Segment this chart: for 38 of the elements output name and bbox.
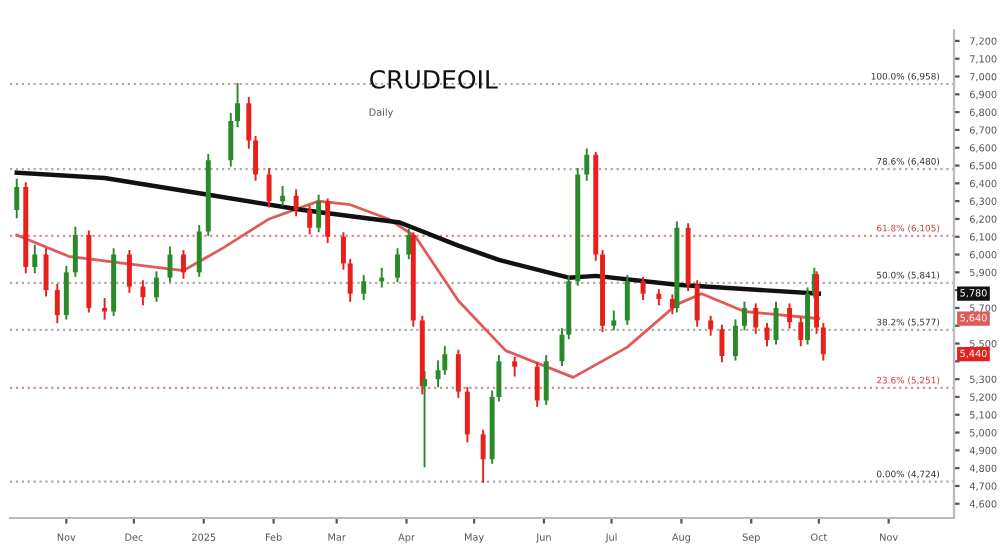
candlestick: [624, 274, 630, 325]
candlestick: [395, 248, 400, 283]
candlestick: [798, 317, 804, 347]
candlestick: [72, 226, 78, 277]
candlestick: [406, 228, 412, 260]
candlestick: [719, 324, 725, 363]
candlestick: [480, 429, 486, 483]
candlestick: [534, 362, 540, 407]
line-series: [15, 199, 821, 379]
candlestick: [126, 250, 132, 293]
candlestick: [584, 148, 590, 181]
candlestick: [455, 349, 461, 398]
candlestick: [63, 266, 69, 320]
candlestick: [787, 303, 793, 329]
candlestick: [43, 248, 49, 297]
candlestick: [694, 280, 700, 327]
candlestick: [140, 280, 146, 306]
candlestick: [325, 198, 331, 244]
candlestick: [316, 194, 322, 233]
candlestick: [266, 168, 272, 208]
candlestick: [196, 225, 202, 277]
candlestick: [54, 283, 60, 324]
candlestick: [32, 244, 38, 274]
candlestick: [741, 301, 747, 331]
candlestick: [640, 276, 646, 301]
candlestick: [181, 250, 186, 279]
candlestick: [153, 271, 159, 302]
candlestick: [167, 246, 173, 283]
candlestick: [102, 298, 108, 320]
candlestick: [293, 189, 299, 217]
candlestick: [361, 274, 367, 301]
candlestick: [14, 178, 20, 219]
candlestick: [753, 303, 759, 334]
candlestick: [464, 387, 470, 443]
text: CRUDEOIL: [370, 69, 498, 89]
candlestick: [307, 205, 313, 235]
candlestick: [543, 355, 549, 406]
candlestick: [732, 319, 738, 361]
